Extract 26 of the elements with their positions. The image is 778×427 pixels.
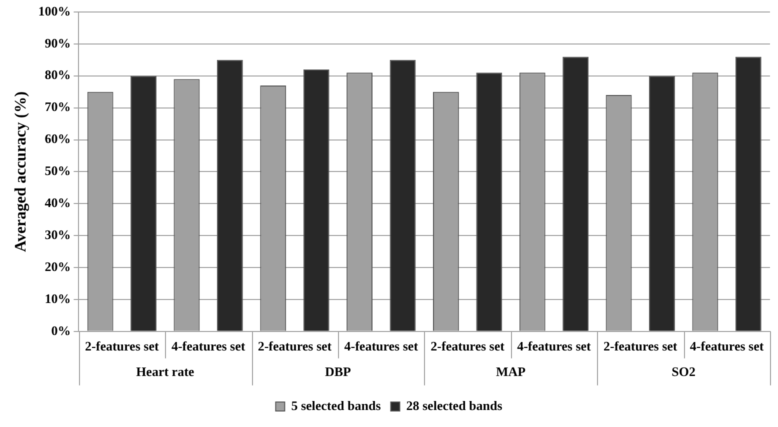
x-tick-label: 2-features set [430,338,506,354]
x-tick-label: 4-features set [690,338,764,354]
y-tick-label: 10% [44,290,71,306]
text: Heart rate [136,364,194,379]
legend-label: 28 selected bands [406,398,502,413]
y-tick-label: 40% [44,195,71,210]
y-tick-label: 80% [44,67,71,82]
text: MAP [496,364,526,379]
y-tick-label: 90% [44,35,71,50]
x-tick-label: 4-features set [344,338,419,354]
x-tick-label: 2-features set [85,338,160,354]
legend-label: 5 selected bands [291,398,381,413]
y-tick-label: 50% [44,163,71,178]
x-tick-label: 4-features set [171,338,246,354]
y-tick-label: 30% [44,226,71,242]
y-tick-label: 100% [38,3,71,18]
y-tick-label: 20% [44,258,71,274]
text: SO2 [672,364,696,379]
x-tick-label: 4-features set [517,338,592,354]
y-tick-label: 0% [51,322,71,338]
y-axis-title: Averaged accuracy (%) [12,91,30,252]
y-tick-label: 60% [44,131,71,146]
text: DBP [324,364,351,379]
x-tick-label: 2-features set [258,338,332,354]
y-tick-label: 70% [44,99,71,114]
x-tick-label: 2-features set [604,338,678,354]
